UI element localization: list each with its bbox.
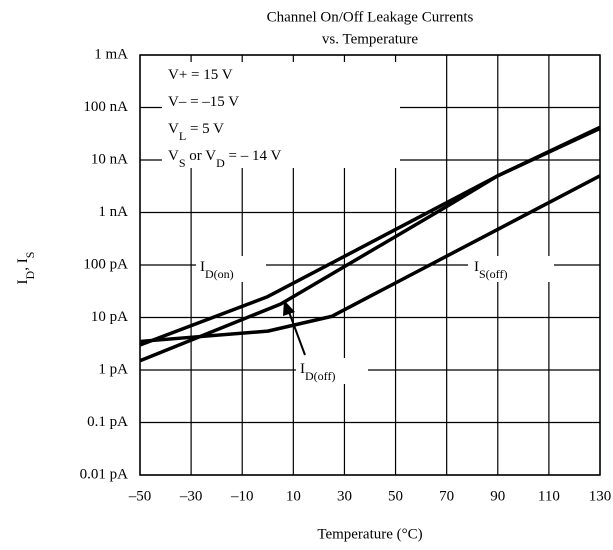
x-tick-label: –50 — [128, 488, 152, 504]
series-label-part: D(on) — [205, 267, 234, 281]
condition-text: V– = –15 V — [168, 94, 239, 110]
y-axis-label-part: , I — [15, 258, 31, 271]
series-label-part: I — [474, 259, 479, 275]
y-tick-label: 1 pA — [98, 361, 128, 377]
condition-text-part: = 5 V — [186, 121, 224, 137]
y-tick-label: 100 pA — [83, 256, 128, 272]
x-tick-label: –30 — [179, 488, 203, 504]
condition-text: VL = 5 V — [168, 121, 224, 142]
y-tick-label: 0.1 pA — [87, 414, 128, 430]
condition-text: VS or VD = – 14 V — [168, 148, 281, 169]
condition-text-part: V+ = 15 V — [168, 67, 233, 83]
y-axis-label-part: S — [23, 252, 37, 259]
condition-text-part: D — [216, 156, 225, 170]
x-tick-label: 50 — [388, 488, 403, 504]
y-axis-label-part: I — [15, 279, 31, 284]
y-tick-label: 100 nA — [83, 99, 128, 115]
y-tick-label: 10 pA — [91, 309, 128, 325]
y-tick-label: 10 nA — [91, 151, 128, 167]
x-tick-label: –10 — [230, 488, 254, 504]
series-label-part: I — [200, 259, 205, 275]
condition-text-part: L — [179, 129, 186, 143]
series-label-part: D(off) — [305, 369, 335, 383]
series-label: IS(off) — [474, 259, 507, 280]
y-axis-label: ID, IS — [15, 252, 36, 285]
condition-text: V+ = 15 V — [168, 67, 233, 83]
x-tick-label: 110 — [538, 488, 560, 504]
x-tick-label: 90 — [490, 488, 505, 504]
label-bg — [468, 256, 554, 282]
condition-text-part: = – 14 V — [225, 148, 282, 164]
series-line — [139, 125, 601, 363]
series-label-part: I — [300, 361, 305, 377]
arrow-line — [288, 311, 306, 356]
label-bg — [196, 256, 266, 282]
condition-text-part: or V — [186, 148, 217, 164]
condition-text-part: V — [168, 121, 179, 137]
series-label-part: S(off) — [479, 267, 507, 281]
chart-title: vs. Temperature — [322, 31, 418, 47]
y-tick-label: 1 mA — [94, 46, 128, 62]
chart-title: Channel On/Off Leakage Currents — [267, 9, 474, 25]
arrow-head — [283, 300, 295, 316]
label-bg — [296, 358, 368, 384]
x-axis-label: Temperature (°C) — [317, 526, 422, 542]
x-tick-label: 10 — [286, 488, 301, 504]
series-line — [139, 174, 601, 344]
condition-text-part: V– = –15 V — [168, 94, 239, 110]
y-tick-label: 1 nA — [98, 204, 128, 220]
condition-text-part: S — [179, 156, 186, 170]
conditions-bg — [162, 62, 400, 168]
y-tick-label: 0.01 pA — [80, 466, 129, 482]
series-label: ID(off) — [300, 361, 335, 382]
condition-text-part: V — [168, 148, 179, 164]
x-tick-label: 70 — [439, 488, 454, 504]
x-tick-label: 130 — [589, 488, 612, 504]
x-tick-label: 30 — [337, 488, 352, 504]
series-label: ID(on) — [200, 259, 234, 280]
y-axis-label-part: D — [23, 270, 37, 279]
